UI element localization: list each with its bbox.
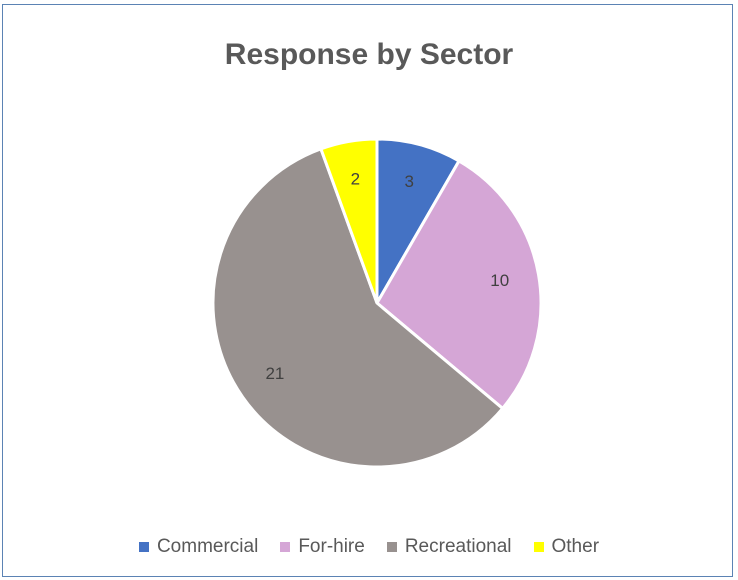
legend-label: For-hire bbox=[298, 536, 365, 557]
pie-slice-commercial bbox=[375, 137, 462, 309]
legend-item-for-hire: For-hire bbox=[280, 536, 365, 558]
legend-label: Recreational bbox=[404, 536, 512, 557]
legend-item-commercial: Commercial bbox=[138, 536, 259, 558]
legend-label: Other bbox=[551, 536, 600, 557]
pie-data-labels: 3 10 21 2 bbox=[265, 170, 509, 383]
pie-slice-for-hire bbox=[375, 158, 543, 411]
chart-legend: Commercial For-hire Recreational Other bbox=[0, 536, 738, 558]
legend-swatch bbox=[533, 542, 544, 552]
legend-swatch bbox=[280, 542, 291, 552]
pie-slice-other bbox=[318, 137, 379, 304]
data-label-commercial: 3 bbox=[405, 172, 414, 191]
data-label-for-hire: 10 bbox=[490, 271, 509, 290]
data-label-other: 2 bbox=[351, 170, 360, 189]
legend-item-other: Other bbox=[533, 536, 600, 558]
data-label-recreational: 21 bbox=[265, 364, 284, 383]
pie-slice-recreational bbox=[211, 146, 505, 469]
legend-swatch bbox=[138, 542, 149, 552]
legend-item-recreational: Recreational bbox=[386, 536, 512, 558]
legend-swatch bbox=[386, 542, 397, 552]
chart-title: Response by Sector bbox=[224, 38, 514, 71]
pie-slices bbox=[211, 137, 543, 469]
legend-label: Commercial bbox=[156, 536, 259, 557]
